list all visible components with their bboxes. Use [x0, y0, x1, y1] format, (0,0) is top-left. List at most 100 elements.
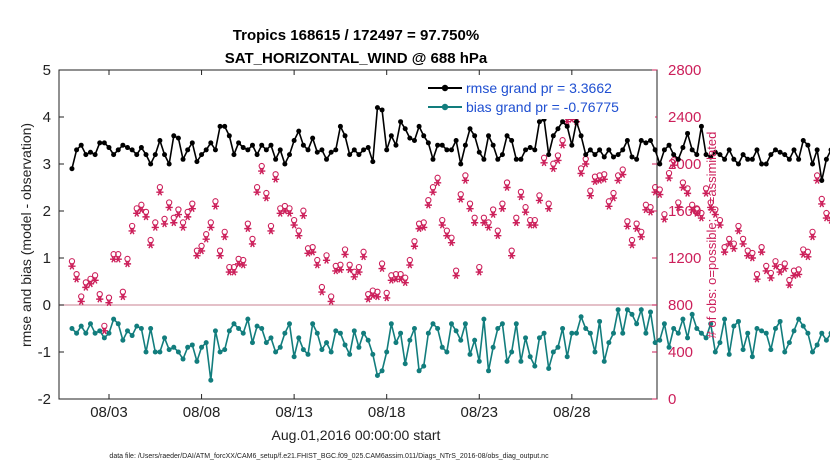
obs-assimilated-marker	[605, 202, 613, 210]
obs-possible-marker	[763, 262, 770, 270]
rmse-point	[685, 130, 691, 136]
bias-point	[680, 316, 686, 322]
bias-point	[388, 321, 394, 327]
obs-assimilated-marker	[406, 261, 414, 269]
rmse-point	[513, 156, 519, 162]
rmse-point	[222, 123, 228, 129]
bias-point	[194, 358, 200, 364]
rmse-point	[388, 133, 394, 139]
bias-point	[347, 351, 353, 357]
rmse-point	[462, 142, 468, 148]
rmse-point	[282, 161, 288, 167]
obs-possible-marker	[73, 270, 80, 278]
bias-point	[356, 344, 362, 350]
obs-assimilated-marker	[105, 299, 113, 307]
rmse-point	[263, 147, 269, 153]
obs-assimilated-marker	[660, 215, 669, 223]
bias-point	[819, 330, 825, 336]
obs-possible-marker	[452, 267, 460, 274]
obs-assimilated-marker	[197, 247, 206, 255]
obs-assimilated-marker	[475, 268, 483, 276]
obs-possible-marker	[818, 195, 825, 203]
bias-point	[175, 349, 181, 355]
obs-possible-marker	[735, 222, 742, 230]
obs-assimilated-marker	[401, 279, 409, 287]
obs-assimilated-marker	[628, 241, 636, 249]
bias-point	[263, 340, 269, 346]
rmse-point	[411, 138, 417, 143]
rmse-point	[347, 152, 353, 158]
obs-possible-marker	[309, 243, 316, 251]
rmse-point	[435, 142, 441, 148]
rmse-point	[486, 133, 492, 139]
rmse-point	[157, 138, 163, 143]
bias-point	[490, 344, 496, 350]
y-tick-label: 4	[43, 109, 51, 126]
rmse-point	[374, 105, 380, 111]
bias-point	[717, 340, 723, 346]
rmse-point	[610, 154, 616, 160]
rmse-point	[745, 156, 751, 162]
rmse-point	[286, 152, 292, 158]
obs-assimilated-marker	[188, 205, 196, 213]
obs-assimilated-marker	[521, 208, 530, 216]
bias-point	[708, 321, 714, 327]
y2-tick-label: 800	[668, 297, 693, 314]
bias-point	[657, 337, 663, 343]
y2-tick-label: 1200	[668, 250, 701, 267]
legend-rmse-label: rmse grand pr = 3.3662	[466, 80, 612, 96]
rmse-point	[509, 138, 515, 143]
obs-assimilated-marker	[558, 141, 567, 149]
bias-point	[546, 365, 552, 371]
rmse-point	[703, 152, 709, 158]
obs-assimilated-marker	[447, 239, 456, 247]
bias-point	[550, 349, 556, 355]
rmse-point	[620, 147, 626, 153]
obs-assimilated-marker	[332, 267, 340, 275]
obs-assimilated-marker	[114, 255, 122, 263]
bias-point	[370, 351, 376, 357]
bias-point	[652, 340, 658, 346]
obs-possible-marker	[656, 186, 663, 193]
obs-assimilated-marker	[262, 194, 270, 202]
obs-assimilated-marker	[258, 167, 266, 175]
obs-possible-marker	[267, 222, 275, 230]
obs-assimilated-marker	[420, 223, 428, 231]
bias-point	[300, 347, 306, 353]
plot-area: -2-101234504008001200160020002400280008/…	[38, 62, 830, 421]
bias-point	[796, 316, 802, 322]
rmse-point	[277, 147, 283, 153]
obs-possible-marker	[707, 199, 714, 206]
obs-assimilated-marker	[767, 274, 775, 282]
obs-possible-marker	[647, 204, 654, 211]
bias-point	[69, 326, 75, 331]
bias-point	[735, 318, 741, 324]
rmse-point	[78, 142, 84, 148]
obs-possible-marker	[124, 255, 131, 263]
obs-possible-marker	[429, 184, 437, 191]
bias-point	[509, 349, 515, 355]
rmse-point	[402, 126, 408, 132]
obs-assimilated-marker	[156, 188, 164, 196]
rmse-point	[648, 138, 654, 143]
obs-possible-marker	[601, 171, 608, 178]
bias-point	[134, 323, 140, 329]
bias-point	[486, 368, 492, 374]
obs-possible-marker	[536, 192, 543, 199]
rmse-point	[448, 147, 454, 153]
obs-possible-marker	[286, 205, 293, 212]
bias-point	[97, 328, 103, 334]
rmse-point	[180, 156, 186, 162]
rmse-point	[768, 152, 774, 158]
rmse-point	[87, 149, 93, 155]
obs-possible-marker	[337, 261, 344, 268]
x-tick-label: 08/23	[460, 404, 498, 421]
bias-point	[814, 342, 820, 348]
bias-point	[185, 344, 191, 350]
obs-possible-marker	[119, 288, 127, 295]
y-tick-label: 1	[43, 250, 51, 267]
bias-point	[648, 309, 654, 315]
bias-point	[78, 323, 84, 329]
legend-bias-marker	[441, 103, 449, 111]
obs-possible-marker	[170, 214, 177, 221]
